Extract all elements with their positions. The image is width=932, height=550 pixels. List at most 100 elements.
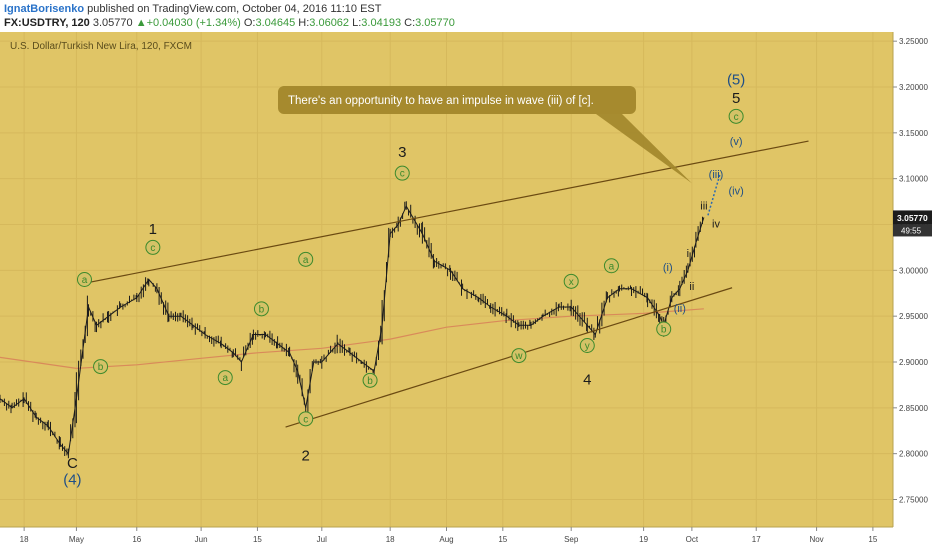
- wave-label: (4): [63, 471, 81, 488]
- price-axis[interactable]: [893, 32, 932, 550]
- low-value: 3.04193: [361, 17, 402, 29]
- wave-label: 4: [583, 371, 591, 388]
- wave-label-letter: b: [98, 362, 104, 373]
- time-tick-label: 19: [639, 535, 648, 544]
- upper-trendline: [80, 140, 809, 285]
- callout-text: There's an opportunity to have an impuls…: [288, 95, 594, 107]
- high-label: H:: [298, 17, 310, 29]
- price-tick-label: 3.20000: [899, 83, 928, 92]
- time-tick-label: 17: [752, 535, 761, 544]
- wave-label-circled: x: [563, 273, 579, 289]
- wave-label-layer: abC(4)c1abac2bc3wxy4ab(i)(ii)iiiiiiiv(ii…: [63, 72, 745, 489]
- publish-info: published on TradingView.com, October 04…: [87, 3, 382, 15]
- time-tick-label: Jun: [195, 535, 208, 544]
- wave-label-letter: a: [609, 261, 615, 272]
- wave-label-letter: b: [259, 304, 265, 315]
- wave-label-circle: [145, 239, 161, 255]
- wave-label-circle: [298, 251, 314, 267]
- wave-label-letter: c: [303, 414, 308, 425]
- wave-label-letter: c: [150, 243, 155, 254]
- time-axis-ticks: 18 May 16 Jun 15 Jul 18 Aug 15 Sep 19 Oct 17 Nov 15: [0, 526, 893, 544]
- callout-layer: There's an opportunity to have an impuls…: [278, 86, 692, 184]
- wave-label-letter: x: [569, 277, 574, 288]
- price-tick-label: 2.95000: [899, 312, 928, 321]
- wave-label: (5): [727, 72, 745, 89]
- wave-label-circled: a: [298, 251, 314, 267]
- lower-trendline: [285, 287, 733, 428]
- time-tick-label: May: [69, 535, 84, 544]
- moving-average-layer: [0, 308, 704, 370]
- price-chart[interactable]: U.S. Dollar/Turkish New Lira, 120, FXCM …: [0, 32, 932, 550]
- wave-label-circled: a: [217, 370, 233, 386]
- time-tick-label: Sep: [564, 535, 579, 544]
- wave-label: (iii): [709, 169, 724, 181]
- price-tick-label: 3.15000: [899, 129, 928, 138]
- wave-label-circle: [93, 359, 109, 375]
- wave-label: 2: [302, 448, 310, 465]
- price-tick-label: 2.75000: [899, 496, 928, 505]
- open-value: 3.04645: [255, 17, 296, 29]
- wave-label-circle: [76, 272, 92, 287]
- wave-label-letter: a: [82, 275, 88, 286]
- wave-label-letter: b: [367, 376, 373, 387]
- price-tick-label: 3.25000: [899, 37, 928, 46]
- wave-label: i: [687, 248, 689, 260]
- wave-label: (v): [730, 136, 743, 148]
- last-price-tag-label: 3.05770: [897, 213, 928, 223]
- wave-label-circle: [563, 273, 579, 289]
- wave-label-circle: [362, 372, 378, 388]
- time-tick-label: 15: [498, 535, 507, 544]
- time-axis[interactable]: [0, 527, 932, 550]
- wave-label-letter: w: [514, 351, 523, 362]
- price-tick-label: 2.80000: [899, 450, 928, 459]
- chart-header: IgnatBorisenko published on TradingView.…: [0, 0, 932, 32]
- low-label: L:: [352, 17, 362, 29]
- callout-box: [278, 86, 636, 114]
- wave-label-circled: a: [603, 258, 619, 274]
- wave-label-letter: c: [734, 112, 739, 123]
- wave-label-circled: c: [298, 411, 314, 427]
- price-tick-label: 2.85000: [899, 404, 928, 413]
- publish-line: IgnatBorisenko published on TradingView.…: [4, 3, 381, 15]
- wave-label: C: [67, 455, 78, 472]
- price-tick-label: 3.00000: [899, 266, 928, 275]
- ohlc-line: FX:USDTRY, 120 3.05770 ▲+0.04030 (+1.34%…: [4, 17, 455, 29]
- wave-label-circle: [217, 370, 233, 386]
- wave-label-circled: c: [145, 239, 161, 255]
- price-tag-layer: 3.05770 49:55: [893, 210, 932, 237]
- wave-label: (iv): [728, 186, 743, 198]
- time-tick-label: Jul: [317, 535, 327, 544]
- wave-label-circle: [579, 338, 595, 353]
- wave-label-letter: b: [661, 325, 667, 336]
- wave-label-circled: a: [76, 272, 92, 287]
- time-tick-label: 18: [386, 535, 395, 544]
- last-price-tag: [893, 210, 932, 225]
- price-tick-label: 2.90000: [899, 358, 928, 367]
- wave-label-circle: [298, 411, 314, 427]
- wave-label: 3: [398, 144, 406, 161]
- wave-label-letter: c: [400, 169, 405, 180]
- wave-label: iii: [700, 200, 707, 212]
- wave-label: (i): [663, 262, 673, 274]
- close-label: C:: [404, 17, 416, 29]
- wave-label-circled: y: [579, 338, 595, 353]
- wave-label: 1: [149, 221, 157, 238]
- last-price: 3.05770: [92, 17, 133, 29]
- author-link[interactable]: IgnatBorisenko: [4, 3, 85, 15]
- wave-label-circled: c: [394, 165, 410, 181]
- time-tick-label: 18: [20, 535, 29, 544]
- time-tick-label: Oct: [686, 535, 699, 544]
- wave-label-circled: b: [93, 359, 109, 375]
- wave-label-letter: y: [585, 341, 590, 352]
- wave-label-circle: [253, 301, 269, 317]
- trendline-layer: [80, 140, 809, 428]
- bar-timer-label: 49:55: [901, 226, 922, 235]
- wave-label-circled: w: [511, 348, 527, 364]
- change-value: +0.04030 (+1.34%): [146, 17, 241, 29]
- price-layer: [0, 201, 705, 459]
- wave-label: (ii): [674, 303, 686, 315]
- wave-label-circle: [511, 348, 527, 364]
- moving-average-line: [0, 308, 704, 370]
- price-line: [0, 205, 705, 455]
- wave-label: 5: [732, 90, 740, 107]
